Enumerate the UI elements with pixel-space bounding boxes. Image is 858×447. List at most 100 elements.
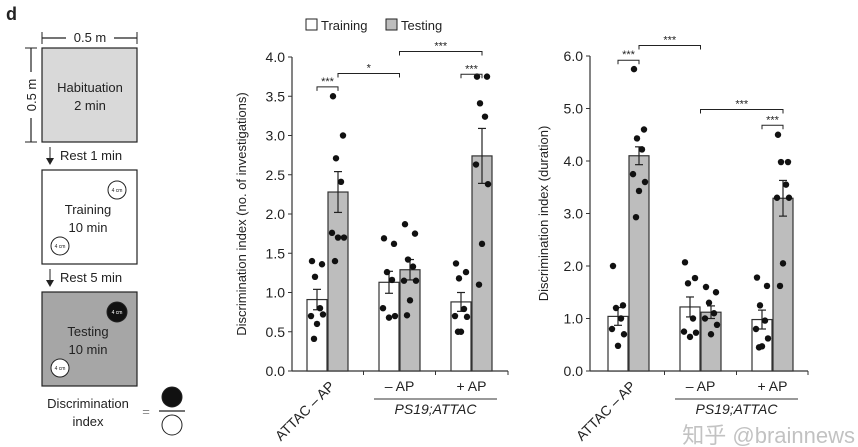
data-point	[316, 305, 324, 312]
group-caption: PS19;ATTAC	[395, 401, 478, 417]
y-tick-label: 6.0	[564, 48, 584, 64]
object-circle	[50, 358, 70, 378]
habituation-title: Habituation	[57, 80, 123, 95]
significance-bracket	[460, 73, 483, 79]
data-point	[684, 280, 692, 287]
formula-label-2: index	[72, 414, 104, 429]
data-point	[476, 100, 484, 107]
data-point	[763, 282, 771, 290]
data-point	[633, 135, 641, 142]
group-caption: PS19;ATTAC	[696, 401, 779, 417]
data-point	[635, 187, 643, 195]
data-point	[779, 260, 787, 267]
data-point	[400, 277, 408, 284]
legend-label-training: Training	[321, 18, 367, 33]
data-point	[707, 331, 715, 338]
y-tick-label: 0.0	[266, 363, 286, 379]
data-point	[612, 304, 620, 312]
data-point	[692, 329, 700, 336]
y-tick-label: 0.0	[564, 363, 584, 379]
bar-training	[450, 301, 472, 372]
data-point	[689, 315, 697, 322]
significance-bracket	[617, 59, 640, 65]
data-point	[332, 155, 340, 162]
category-label: + AP	[758, 378, 788, 394]
object-circle	[50, 236, 70, 256]
familiar-object-icon	[161, 414, 183, 436]
data-point	[686, 333, 694, 341]
object-circle	[107, 180, 127, 200]
data-point	[761, 317, 769, 324]
data-point	[691, 274, 699, 282]
category-label: ATTAC – AP	[573, 378, 639, 444]
data-point	[452, 260, 460, 267]
data-point	[640, 126, 648, 133]
bar-testing	[399, 269, 421, 372]
data-point	[777, 158, 785, 166]
data-point	[773, 194, 781, 201]
data-point	[404, 256, 412, 263]
data-point	[632, 213, 640, 221]
category-label: + AP	[457, 378, 487, 394]
data-point	[455, 275, 463, 282]
significance-label: ***	[465, 63, 479, 75]
y-tick-label: 2.5	[266, 167, 286, 183]
data-point	[774, 131, 782, 138]
data-point	[406, 297, 414, 304]
bar-training	[378, 281, 400, 372]
data-point	[319, 311, 327, 318]
y-tick-label: 2.0	[564, 258, 584, 274]
data-point	[619, 302, 627, 309]
y-tick-label: 0.5	[266, 324, 286, 340]
data-point	[454, 328, 462, 335]
data-point	[339, 132, 347, 139]
data-point	[712, 289, 720, 296]
data-point	[756, 302, 764, 309]
data-point	[680, 328, 688, 335]
data-point	[391, 312, 399, 320]
legend: Training Testing	[305, 18, 442, 33]
data-point	[313, 320, 321, 328]
data-point	[484, 180, 492, 188]
y-tick-label: 4.0	[564, 153, 584, 169]
data-point	[409, 263, 417, 270]
width-label: 0.5 m	[74, 30, 107, 45]
data-point	[782, 181, 790, 188]
data-point	[620, 331, 628, 338]
data-point	[379, 305, 387, 312]
bar-testing	[772, 197, 794, 372]
data-point	[460, 305, 468, 313]
y-tick-label: 1.5	[266, 245, 286, 261]
data-point	[329, 93, 337, 100]
data-point	[702, 283, 710, 291]
significance-bracket	[399, 51, 483, 56]
chart-duration: 0.0 1.0 2.0 3.0 4.0 5.0 6.0 Discrimination inde…	[536, 35, 809, 444]
object-size-label: 4 cm	[55, 366, 66, 372]
novel-object-circle	[106, 301, 128, 323]
y-axis-label: Discrimination index (duration)	[536, 126, 551, 302]
arrow-down-icon	[46, 269, 54, 287]
data-point	[307, 312, 315, 320]
schematic: 0.5 m 0.5 m Habituation 2 min Rest 1 min…	[23, 29, 185, 436]
y-axis-label: Discrimination index (no. of investigati…	[234, 92, 249, 336]
data-point	[481, 113, 489, 120]
data-point	[462, 268, 470, 276]
y-tick-label: 3.5	[266, 88, 286, 104]
significance-label: ***	[434, 41, 448, 53]
panel-label: d	[6, 4, 17, 24]
rest-label-1: Rest 1 min	[60, 148, 122, 163]
data-point	[463, 313, 471, 321]
data-point	[629, 170, 637, 178]
data-point	[478, 240, 486, 248]
chart-investigations: 0.0 0.5 1.0 1.5 2.0 2.5 3.0 3.5 4.0 Discriminatio…	[234, 41, 509, 444]
data-point	[411, 230, 419, 237]
data-point	[641, 178, 649, 186]
habituation-duration: 2 min	[74, 98, 106, 113]
data-point	[390, 240, 398, 248]
data-point	[472, 161, 480, 168]
testing-title: Testing	[67, 324, 108, 339]
y-tick-label: 5.0	[564, 101, 584, 117]
data-point	[310, 335, 318, 343]
data-point	[609, 262, 617, 270]
arrow-down-icon	[46, 147, 54, 165]
